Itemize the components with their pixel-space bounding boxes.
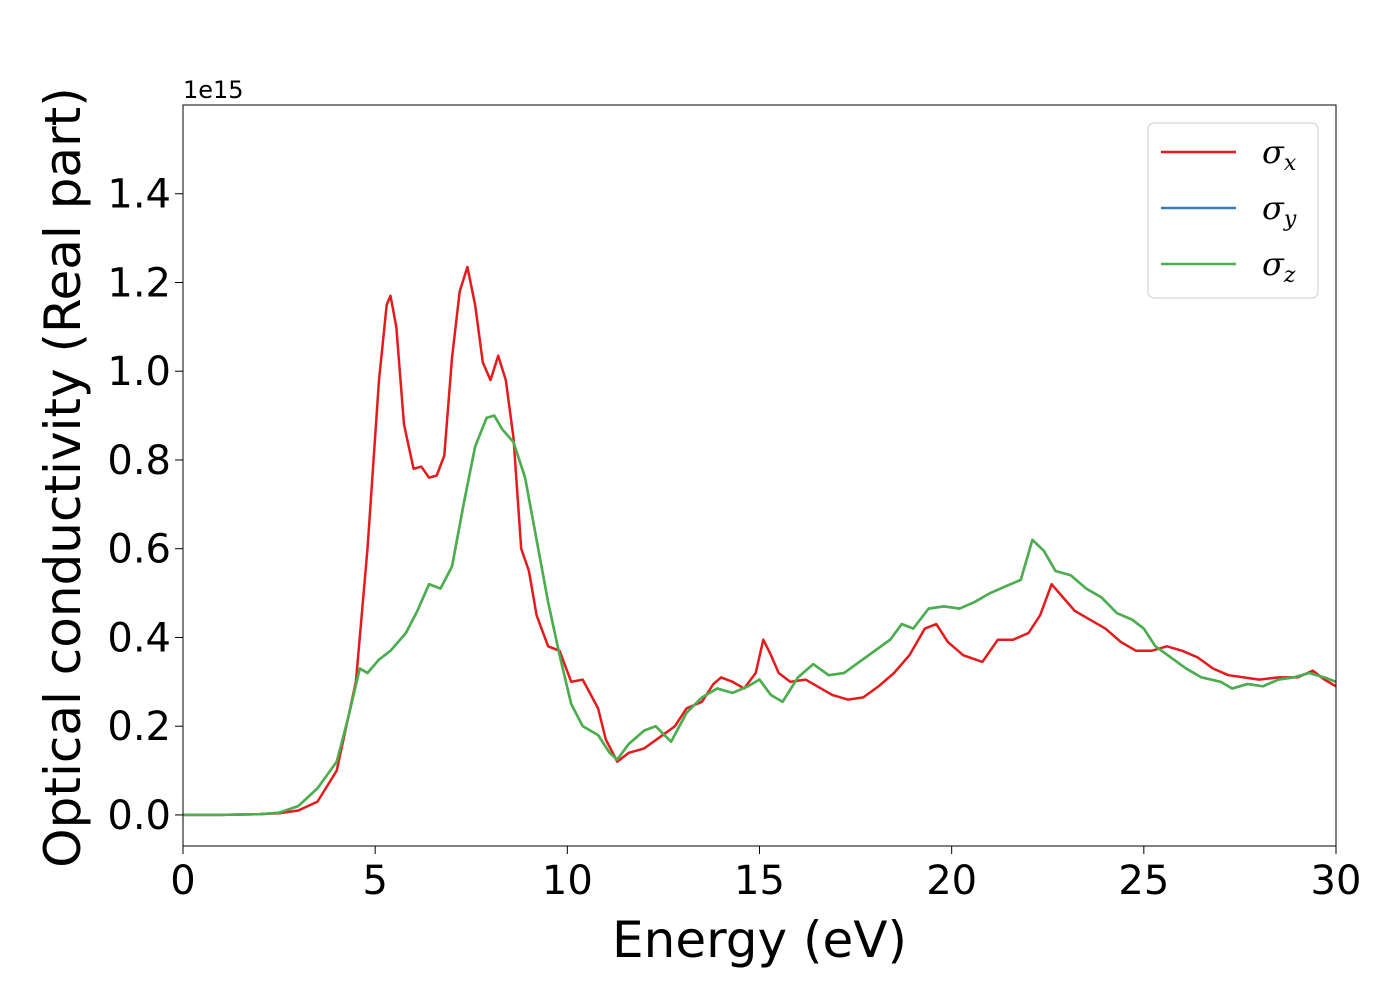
legend: σx σy σz [1147,122,1319,299]
y-tick-label: 0.4 [107,615,171,661]
y-tick-label: 0.0 [107,793,171,839]
series-line-x [183,265,1337,817]
y-axis-ticks: 0.0 0.2 0.4 0.6 0.8 1.0 1.2 1.4 [107,172,183,839]
x-tick-label: 10 [542,858,593,904]
x-axis-label: Energy (eV) [612,911,907,969]
y-tick-label: 0.8 [107,438,171,484]
legend-label-z: σz [1262,245,1296,288]
legend-box [1147,122,1319,299]
y-tick-label: 0.2 [107,704,171,750]
x-tick-label: 30 [1311,858,1362,904]
y-tick-label: 1.0 [107,349,171,395]
x-axis-ticks: 0 5 10 15 20 25 30 [170,846,1361,904]
y-axis-label: Optical conductivity (Real part) [34,87,92,868]
x-tick-label: 5 [362,858,387,904]
legend-label-y: σy [1262,189,1297,232]
x-tick-label: 25 [1118,858,1169,904]
x-tick-label: 0 [170,858,195,904]
y-tick-label: 1.2 [107,260,171,306]
legend-label-x: σx [1262,133,1297,176]
x-tick-label: 15 [734,858,785,904]
y-tick-label: 0.6 [107,527,171,573]
series-layer [183,265,1337,817]
series-line-z [183,414,1337,817]
y-offset-text: 1e15 [183,76,244,104]
x-tick-label: 20 [926,858,977,904]
y-tick-label: 1.4 [107,172,171,218]
